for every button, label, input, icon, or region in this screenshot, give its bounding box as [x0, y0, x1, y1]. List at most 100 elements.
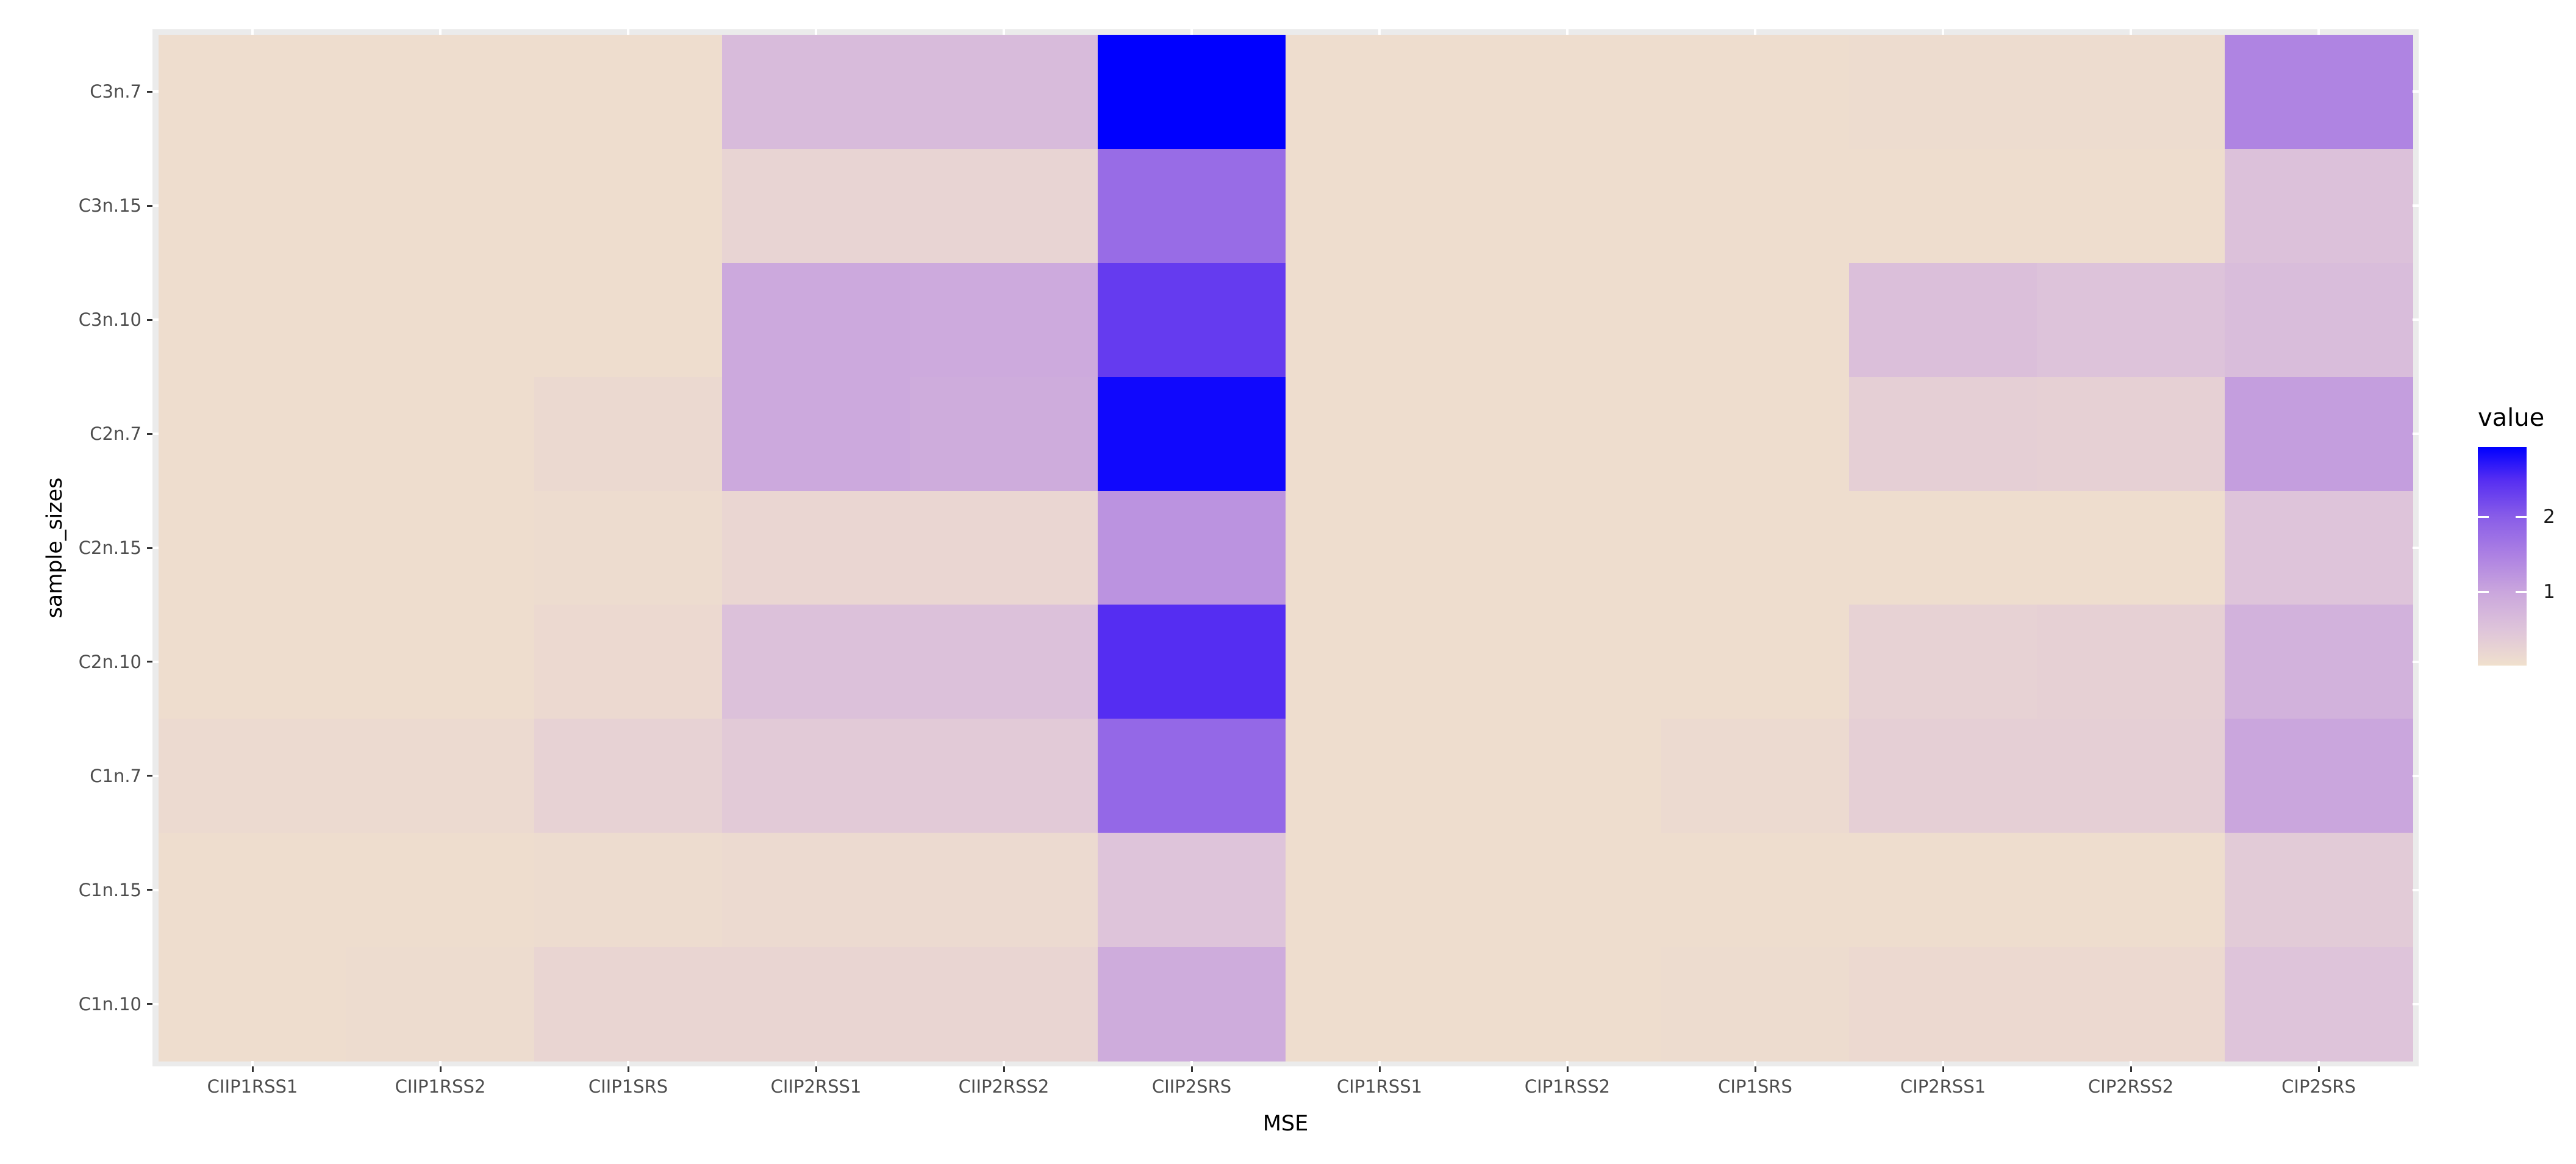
- legend-tick-label: 1: [2543, 581, 2555, 603]
- gridline-stub: [1378, 29, 1381, 35]
- heatmap-cell: [159, 376, 347, 492]
- heatmap-cell: [1286, 490, 1474, 606]
- y-tick-label: C2n.15: [78, 537, 141, 558]
- heatmap-cell: [1473, 376, 1662, 492]
- gridline-stub: [1003, 29, 1005, 35]
- y-axis-tick: [147, 433, 152, 435]
- gridline-stub: [815, 29, 817, 35]
- heatmap-cell: [1849, 947, 2038, 1062]
- heatmap-cell: [910, 35, 1098, 149]
- heatmap-cell: [1473, 490, 1662, 606]
- gridline-stub: [251, 29, 254, 35]
- gridline-stub: [815, 1061, 817, 1066]
- heatmap-cell: [910, 376, 1098, 492]
- heatmap-cell: [2037, 719, 2225, 833]
- heatmap-cell: [2225, 490, 2413, 606]
- gridline-stub: [627, 1061, 629, 1066]
- gridline-stub: [152, 433, 159, 436]
- heatmap-cell: [1473, 35, 1662, 149]
- heatmap-cell: [346, 35, 535, 149]
- heatmap-cell: [1661, 262, 1850, 378]
- x-axis-tick: [1754, 1066, 1756, 1072]
- x-axis-tick: [627, 1066, 629, 1072]
- heatmap-cell: [1473, 148, 1662, 264]
- y-axis-tick: [147, 547, 152, 549]
- heatmap-cell: [534, 376, 723, 492]
- x-tick-label: CIP2RSS2: [2088, 1076, 2174, 1097]
- heatmap-cell: [1286, 262, 1474, 378]
- heatmap-cell: [722, 605, 911, 719]
- heatmap-cell: [1098, 605, 1286, 719]
- heatmap-cell: [1849, 376, 2038, 492]
- legend-tick-label: 2: [2543, 506, 2555, 528]
- heatmap-cell: [346, 262, 535, 378]
- heatmap-cell: [722, 833, 911, 947]
- heatmap-cell: [2037, 376, 2225, 492]
- heatmap-cell: [346, 719, 535, 833]
- gridline-stub: [2413, 318, 2419, 322]
- legend-tick-mark: [2516, 591, 2527, 593]
- heatmap-cell: [1849, 719, 2038, 833]
- heatmap-cell: [1473, 605, 1662, 719]
- gridline-stub: [152, 90, 159, 93]
- gridline-stub: [152, 774, 159, 777]
- x-axis-tick: [2317, 1066, 2320, 1072]
- heatmap-cell: [1098, 35, 1286, 149]
- heatmap-cell: [2037, 605, 2225, 719]
- x-axis-tick: [1566, 1066, 1569, 1072]
- x-axis-tick: [439, 1066, 442, 1072]
- heatmap-cell: [722, 148, 911, 264]
- gridline-stub: [2317, 29, 2320, 35]
- gridline-stub: [1754, 29, 1756, 35]
- gridline-stub: [2413, 547, 2419, 549]
- heatmap-cell: [1286, 376, 1474, 492]
- heatmap-cell: [1098, 833, 1286, 947]
- y-axis-tick: [147, 204, 152, 207]
- y-tick-label: C1n.10: [78, 993, 141, 1015]
- gridline-stub: [152, 660, 159, 663]
- heatmap-cell: [910, 833, 1098, 947]
- heatmap-cell: [159, 490, 347, 606]
- heatmap-cell: [2037, 947, 2225, 1062]
- heatmap-cell: [2225, 35, 2413, 149]
- y-tick-label: C1n.7: [90, 765, 141, 786]
- heatmap-cell: [2037, 148, 2225, 264]
- heatmap-cell: [910, 262, 1098, 378]
- heatmap-cell: [1849, 833, 2038, 947]
- heatmap-cell: [159, 35, 347, 149]
- y-tick-label: C1n.15: [78, 879, 141, 900]
- heatmap-cell: [722, 376, 911, 492]
- gridline-stub: [1378, 1061, 1381, 1066]
- heatmap-cell: [1286, 833, 1474, 947]
- heatmap-cell: [346, 605, 535, 719]
- y-tick-label: C2n.7: [90, 423, 141, 445]
- y-tick-label: C3n.10: [78, 309, 141, 331]
- heatmap-cell: [534, 490, 723, 606]
- gridline-stub: [1190, 29, 1193, 35]
- heatmap-cell: [1661, 376, 1850, 492]
- heatmap-cell: [346, 148, 535, 264]
- x-tick-label: CIP2SRS: [2281, 1076, 2356, 1097]
- heatmap-cell: [1849, 605, 2038, 719]
- heatmap-cell: [1286, 35, 1474, 149]
- heatmap-cell: [910, 947, 1098, 1062]
- gridline-stub: [2413, 1002, 2419, 1005]
- heatmap-cell: [159, 947, 347, 1062]
- x-tick-label: CIIP2SRS: [1151, 1076, 1232, 1097]
- heatmap-cell: [346, 490, 535, 606]
- legend-title: value: [2478, 404, 2545, 432]
- gridline-stub: [2413, 204, 2419, 207]
- x-axis-title: MSE: [1262, 1112, 1309, 1136]
- x-tick-label: CIP1RSS2: [1524, 1076, 1611, 1097]
- gridline-stub: [2413, 774, 2419, 777]
- x-tick-label: CIP1RSS1: [1336, 1076, 1423, 1097]
- heatmap-cell: [2225, 947, 2413, 1062]
- gridline-stub: [152, 888, 159, 891]
- heatmap-cell: [2225, 719, 2413, 833]
- gridline-stub: [439, 1061, 442, 1066]
- heatmap-cell: [534, 947, 723, 1062]
- heatmap-cell: [910, 605, 1098, 719]
- heatmap-cell: [159, 148, 347, 264]
- heatmap-cell: [534, 148, 723, 264]
